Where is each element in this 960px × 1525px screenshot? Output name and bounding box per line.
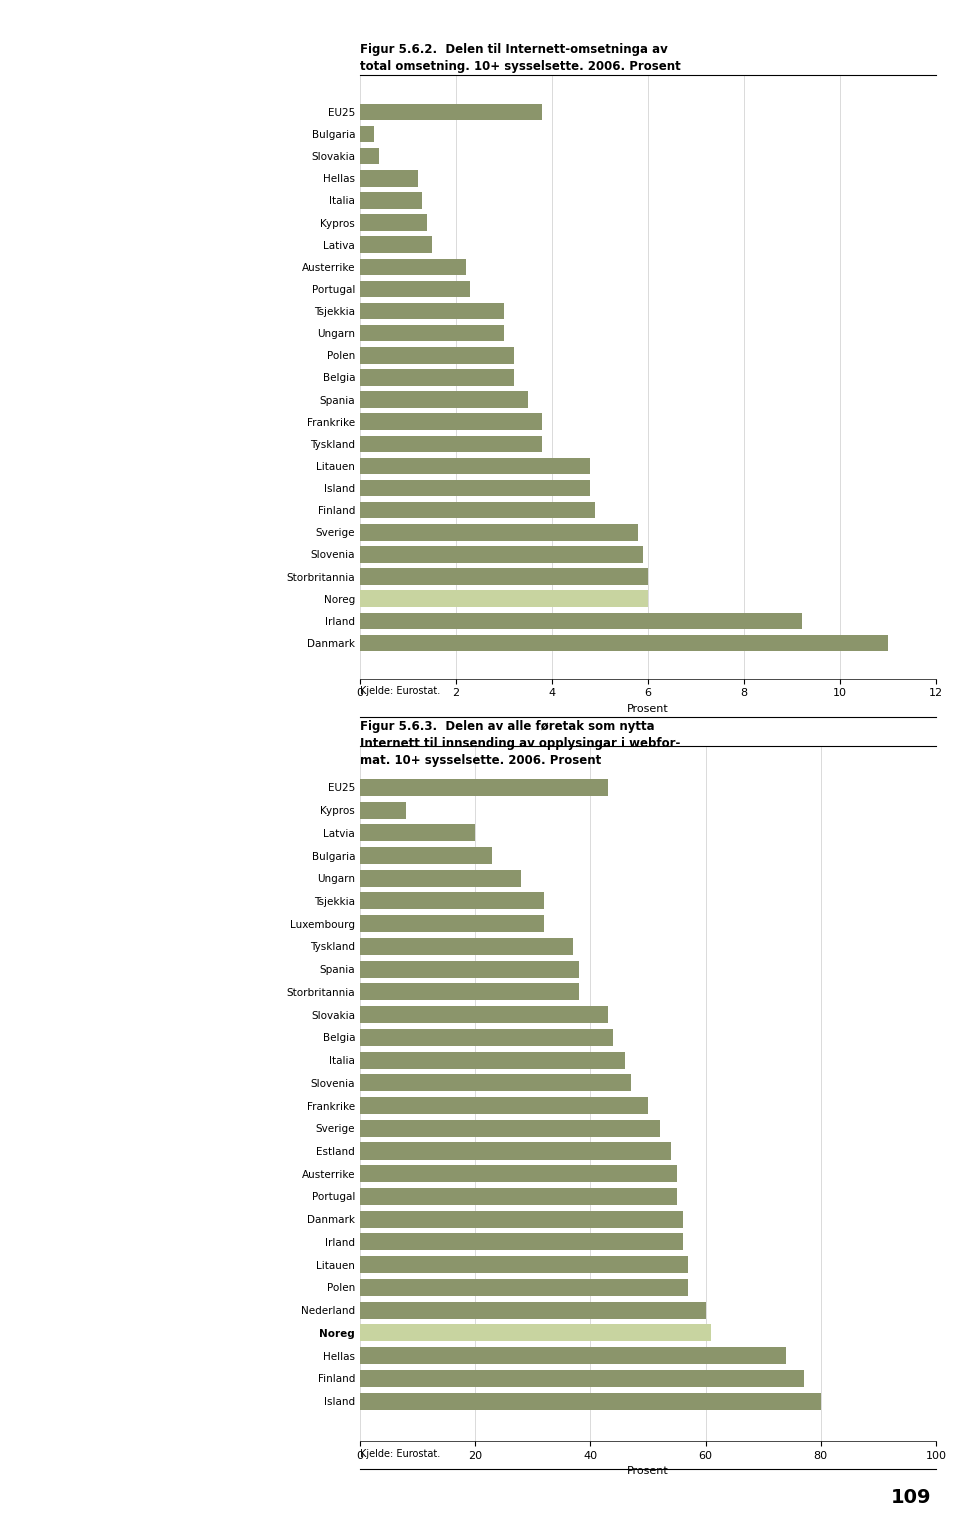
- Bar: [360, 125, 374, 142]
- Bar: [360, 104, 542, 120]
- Text: 109: 109: [891, 1488, 931, 1507]
- Bar: [360, 348, 514, 363]
- Bar: [360, 1188, 677, 1205]
- Text: Kjelde: Eurostat.: Kjelde: Eurostat.: [360, 686, 441, 697]
- Bar: [360, 1392, 821, 1409]
- Bar: [360, 1074, 631, 1092]
- Bar: [360, 802, 406, 819]
- Bar: [360, 436, 542, 451]
- Bar: [360, 546, 643, 563]
- X-axis label: Prosent: Prosent: [627, 705, 669, 714]
- Text: IKT i næringslivet: IKT i næringslivet: [848, 15, 950, 27]
- Bar: [360, 192, 422, 209]
- Bar: [360, 214, 427, 230]
- Bar: [360, 892, 544, 909]
- Bar: [360, 1096, 648, 1115]
- Bar: [360, 303, 504, 319]
- Bar: [360, 1234, 683, 1250]
- Bar: [360, 148, 379, 165]
- Bar: [360, 869, 521, 886]
- Bar: [360, 779, 608, 796]
- Bar: [360, 1347, 786, 1365]
- Bar: [360, 502, 595, 518]
- Bar: [360, 480, 590, 496]
- Bar: [360, 915, 544, 932]
- Bar: [360, 413, 542, 430]
- Bar: [360, 1052, 625, 1069]
- Bar: [360, 634, 888, 651]
- Bar: [360, 961, 579, 978]
- Bar: [360, 1302, 706, 1319]
- Bar: [360, 1006, 608, 1023]
- Bar: [360, 1279, 688, 1296]
- Bar: [360, 1029, 613, 1046]
- Bar: [360, 325, 504, 342]
- Bar: [360, 259, 466, 274]
- Bar: [360, 281, 470, 297]
- Bar: [360, 824, 475, 842]
- Bar: [360, 938, 573, 955]
- X-axis label: Prosent: Prosent: [627, 1467, 669, 1476]
- Bar: [360, 1165, 677, 1182]
- Bar: [360, 846, 492, 865]
- Bar: [360, 590, 648, 607]
- Bar: [360, 1211, 683, 1228]
- Bar: [360, 613, 802, 630]
- Bar: [360, 392, 528, 407]
- Bar: [360, 458, 590, 474]
- Bar: [360, 236, 432, 253]
- Bar: [360, 1369, 804, 1386]
- Bar: [360, 1257, 688, 1273]
- Bar: [360, 169, 418, 186]
- Text: Nøkkeltall om informasjonssamfunnet 2006: Nøkkeltall om informasjonssamfunnet 2006: [10, 15, 267, 27]
- Text: Kjelde: Eurostat.: Kjelde: Eurostat.: [360, 1449, 441, 1459]
- Bar: [360, 525, 638, 541]
- Bar: [360, 369, 514, 386]
- Bar: [360, 1142, 671, 1159]
- Bar: [360, 984, 579, 1000]
- Bar: [360, 1119, 660, 1136]
- Bar: [360, 569, 648, 586]
- Text: Figur 5.6.2.  Delen til Internett-omsetninga av
total omsetning. 10+ sysselsette: Figur 5.6.2. Delen til Internett-omsetni…: [360, 43, 681, 73]
- Bar: [360, 1324, 711, 1342]
- Text: Figur 5.6.3.  Delen av alle føretak som nytta
Internett til innsending av opplys: Figur 5.6.3. Delen av alle føretak som n…: [360, 720, 681, 767]
